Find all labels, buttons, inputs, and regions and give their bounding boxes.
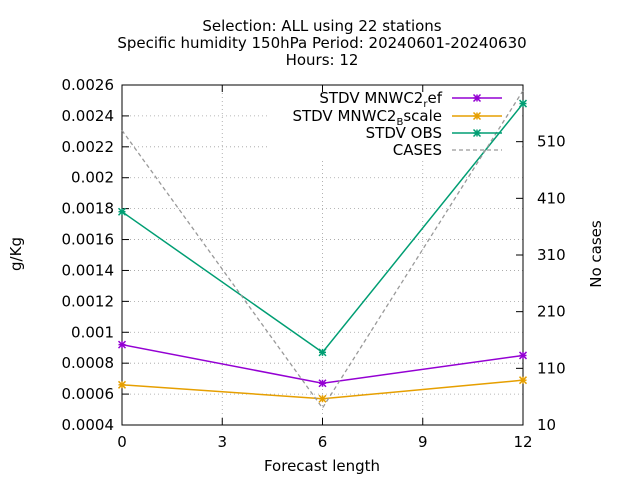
y-axis-label: g/Kg	[7, 237, 25, 271]
y-tick-label: 0.0026	[62, 76, 115, 94]
y2-tick-label: 110	[537, 359, 566, 377]
y-tick-label: 0.0018	[62, 200, 115, 218]
y2-tick-label: 310	[537, 246, 566, 264]
x-tick-label: 3	[217, 433, 227, 451]
legend-marker	[472, 128, 482, 138]
legend-label-tail: scale	[403, 107, 442, 125]
y-tick-label: 0.0022	[62, 138, 115, 156]
y-tick-label: 0.0004	[62, 416, 115, 434]
y-tick-label: 0.0016	[62, 231, 115, 249]
chart-title-line-1: Selection: ALL using 22 stations	[202, 17, 441, 35]
y-tick-label: 0.0012	[62, 292, 115, 310]
data-point-marker	[518, 376, 528, 385]
legend-label: CASES	[393, 141, 442, 159]
series-line	[121, 90, 524, 410]
y2-axis-label: No cases	[587, 220, 605, 288]
x-tick-label: 0	[117, 433, 127, 451]
x-tick-label: 6	[318, 433, 328, 451]
data-point-marker	[318, 379, 327, 388]
y-tick-label: 0.0006	[62, 385, 115, 403]
data-point-marker	[117, 340, 127, 349]
legend-marker	[472, 93, 482, 103]
y-tick-label: 0.002	[71, 169, 114, 187]
x-axis-label: Forecast length	[264, 457, 380, 475]
legend-label-tail: ef	[427, 89, 442, 107]
data-point-marker	[117, 380, 127, 389]
data-point-marker	[518, 351, 528, 360]
y-tick-label: 0.0008	[62, 354, 115, 372]
legend-label: STDV MNWC2ref	[319, 89, 442, 110]
chart-title-line-3: Hours: 12	[286, 51, 359, 69]
x-tick-label: 12	[513, 433, 532, 451]
y-tick-label: 0.0024	[62, 107, 115, 125]
axis-ticks: 0 3 6 9 12 0.0004 0.0006 0.0008 0.001 0.0012 0.001…	[62, 76, 566, 451]
data-point-marker	[318, 394, 327, 403]
y2-tick-label: 210	[537, 303, 566, 321]
data-point-marker	[117, 207, 127, 216]
y2-tick-label: 410	[537, 189, 566, 207]
y2-tick-label: 10	[537, 416, 556, 434]
data-point-marker	[318, 348, 327, 357]
legend-label-subscript: r	[423, 99, 428, 110]
chart-title-line-2: Specific humidity 150hPa Period: 2024060…	[117, 34, 526, 52]
y2-tick-label: 510	[537, 133, 566, 151]
legend-label: STDV OBS	[366, 124, 442, 142]
legend-marker	[472, 111, 482, 121]
series-layer	[117, 90, 528, 410]
y-tick-label: 0.001	[71, 323, 114, 341]
legend-label: STDV MNWC2Bscale	[292, 107, 442, 128]
data-point-marker	[518, 99, 528, 108]
legend-label-subscript: B	[396, 117, 403, 128]
x-tick-label: 9	[418, 433, 428, 451]
y-tick-label: 0.0014	[62, 261, 115, 279]
